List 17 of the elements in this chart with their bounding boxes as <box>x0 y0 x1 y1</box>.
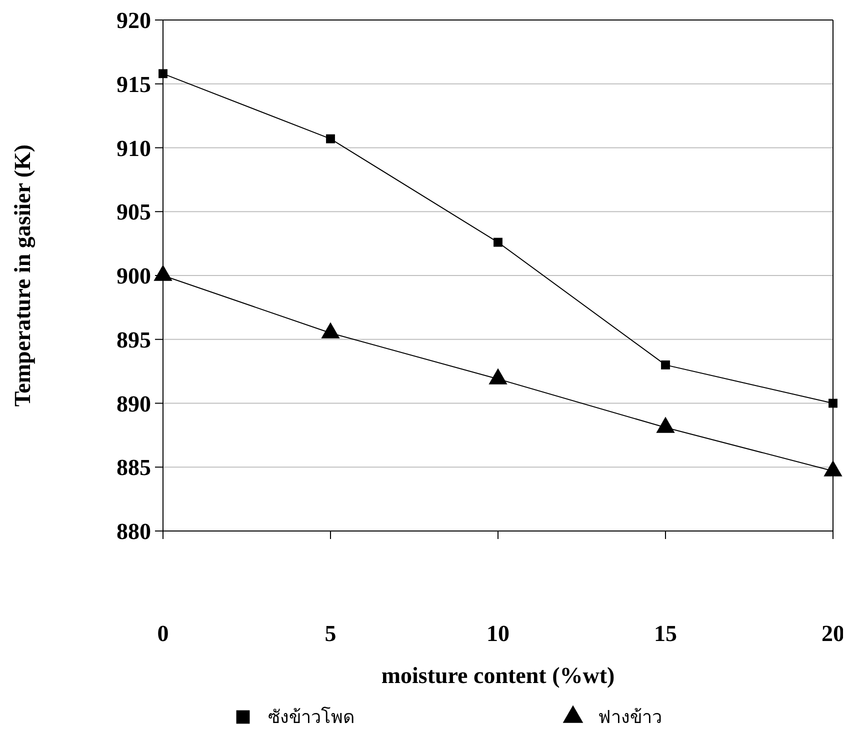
y-tick-label: 905 <box>116 200 151 225</box>
x-tick-label: 5 <box>324 621 336 646</box>
y-tick-label: 920 <box>116 8 151 34</box>
y-tick-label: 880 <box>116 519 151 544</box>
y-axis-title: Temperature in gasiier (K) <box>10 144 36 407</box>
legend-label: ซังข้าวโพด <box>268 706 355 728</box>
y-tick-label: 910 <box>116 136 151 161</box>
y-tick-label: 890 <box>116 391 151 416</box>
x-tick-label: 15 <box>654 621 677 646</box>
y-tick-label: 900 <box>116 264 151 289</box>
x-tick-label: 0 <box>157 621 169 646</box>
legend-label: ฟางข้าว <box>598 707 662 728</box>
x-axis-title: moisture content (%wt) <box>381 663 615 688</box>
y-tick-label: 915 <box>116 72 151 97</box>
y-tick-label: 885 <box>116 455 151 480</box>
x-tick-label: 10 <box>486 621 510 646</box>
y-tick-label: 895 <box>116 327 151 352</box>
